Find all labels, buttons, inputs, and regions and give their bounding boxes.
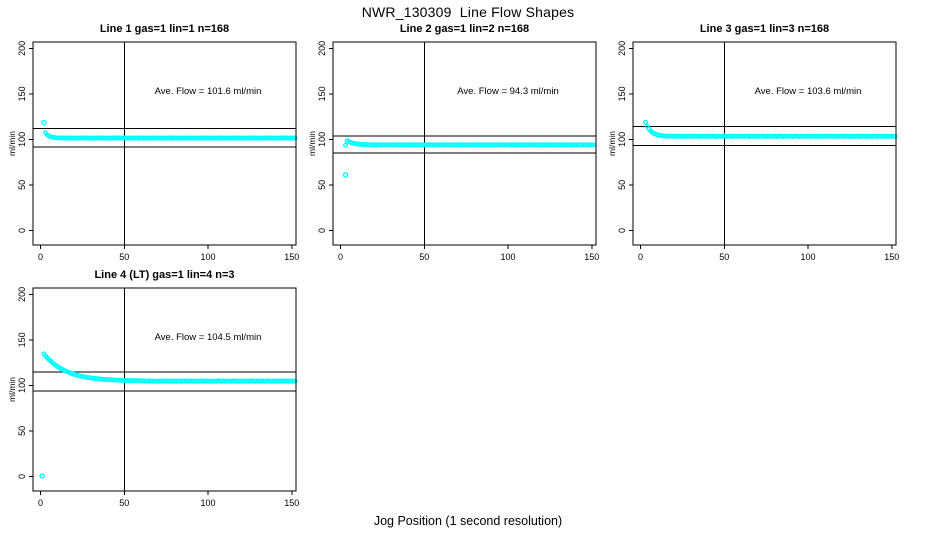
x-axis: 0 50 100 150 (338, 245, 599, 262)
y-axis-unit-label: ml/min (8, 377, 17, 402)
plot-frame (332, 41, 597, 246)
panel-title: Line 4 (LT) gas=1 lin=4 n=3 (94, 269, 234, 281)
svg-text:50: 50 (317, 180, 327, 190)
svg-text:200: 200 (617, 41, 627, 56)
svg-text:50: 50 (17, 426, 27, 436)
svg-text:50: 50 (17, 180, 27, 190)
ave-flow-annotation: Ave. Flow = 94.3 ml/min (457, 86, 558, 97)
svg-text:150: 150 (284, 252, 299, 262)
svg-text:0: 0 (38, 252, 43, 262)
svg-text:200: 200 (17, 287, 27, 302)
svg-text:150: 150 (884, 252, 899, 262)
svg-text:150: 150 (17, 332, 27, 347)
svg-text:100: 100 (17, 378, 27, 393)
svg-text:50: 50 (119, 498, 129, 508)
y-axis-unit-label: ml/min (308, 131, 317, 156)
x-axis: 0 50 100 150 (638, 245, 899, 262)
ave-flow-annotation: Ave. Flow = 104.5 ml/min (155, 332, 262, 343)
svg-text:100: 100 (800, 252, 815, 262)
chart-panel-line-1: Line 1 gas=1 lin=1 n=168 0 50 100 150 0 50 100 1… (7, 18, 320, 266)
svg-text:150: 150 (317, 86, 327, 101)
svg-text:0: 0 (338, 252, 343, 262)
svg-text:200: 200 (317, 41, 327, 56)
ave-flow-annotation: Ave. Flow = 103.6 ml/min (755, 86, 862, 97)
x-axis: 0 50 100 150 (38, 491, 299, 508)
svg-text:100: 100 (500, 252, 515, 262)
svg-text:150: 150 (17, 86, 27, 101)
chart-svg: Line 2 gas=1 lin=2 n=168 0 50 100 150 0 50 100 1… (307, 23, 599, 262)
svg-text:50: 50 (719, 252, 729, 262)
ave-flow-annotation: Ave. Flow = 101.6 ml/min (155, 86, 262, 97)
svg-text:150: 150 (284, 498, 299, 508)
y-axis-unit-label: ml/min (608, 131, 617, 156)
y-axis: 0 50 100 150 200 ml/min (7, 41, 33, 233)
svg-text:100: 100 (200, 498, 215, 508)
panel-title: Line 3 gas=1 lin=3 n=168 (700, 23, 829, 35)
svg-text:100: 100 (617, 132, 627, 147)
svg-text:50: 50 (419, 252, 429, 262)
svg-text:100: 100 (317, 132, 327, 147)
chart-panel-line-4: Line 4 (LT) gas=1 lin=4 n=3 0 50 100 150 0 50 1… (7, 264, 320, 512)
svg-text:50: 50 (119, 252, 129, 262)
svg-text:0: 0 (317, 228, 327, 233)
chart-svg: Line 3 gas=1 lin=3 n=168 0 50 100 150 0 50 100 1… (607, 23, 899, 262)
data-points (41, 119, 298, 141)
plot-frame (632, 41, 897, 246)
panel-title: Line 1 gas=1 lin=1 n=168 (100, 23, 229, 35)
svg-text:50: 50 (617, 180, 627, 190)
y-axis: 0 50 100 150 200 ml/min (307, 41, 333, 233)
svg-text:0: 0 (38, 498, 43, 508)
reference-lines (33, 42, 296, 245)
data-points (643, 119, 898, 140)
svg-text:0: 0 (17, 228, 27, 233)
plot-frame (32, 41, 297, 246)
svg-text:200: 200 (17, 41, 27, 56)
panel-title: Line 2 gas=1 lin=2 n=168 (400, 23, 529, 35)
svg-text:100: 100 (200, 252, 215, 262)
svg-text:0: 0 (638, 252, 643, 262)
x-axis: 0 50 100 150 (38, 245, 299, 262)
svg-text:0: 0 (17, 474, 27, 479)
x-axis-global-label: Jog Position (1 second resolution) (373, 514, 563, 528)
svg-text:150: 150 (584, 252, 599, 262)
chart-panel-line-2: Line 2 gas=1 lin=2 n=168 0 50 100 150 0 50 100 1… (307, 18, 620, 266)
chart-svg: Line 4 (LT) gas=1 lin=4 n=3 0 50 100 150 0 50 1… (7, 269, 299, 508)
data-points (342, 138, 596, 178)
reference-lines (33, 288, 296, 491)
svg-text:100: 100 (17, 132, 27, 147)
chart-svg: Line 1 gas=1 lin=1 n=168 0 50 100 150 0 50 100 1… (7, 23, 299, 262)
y-axis-unit-label: ml/min (8, 131, 17, 156)
y-axis: 0 50 100 150 200 ml/min (607, 41, 633, 233)
svg-text:150: 150 (617, 86, 627, 101)
chart-panel-line-3: Line 3 gas=1 lin=3 n=168 0 50 100 150 0 50 100 1… (607, 18, 920, 266)
main-title: NWR_130309 Line Flow Shapes (361, 4, 575, 20)
reference-lines (633, 42, 896, 245)
svg-text:0: 0 (617, 228, 627, 233)
y-axis: 0 50 100 150 200 ml/min (7, 287, 33, 479)
data-points (39, 351, 298, 479)
plot-frame (32, 287, 297, 492)
